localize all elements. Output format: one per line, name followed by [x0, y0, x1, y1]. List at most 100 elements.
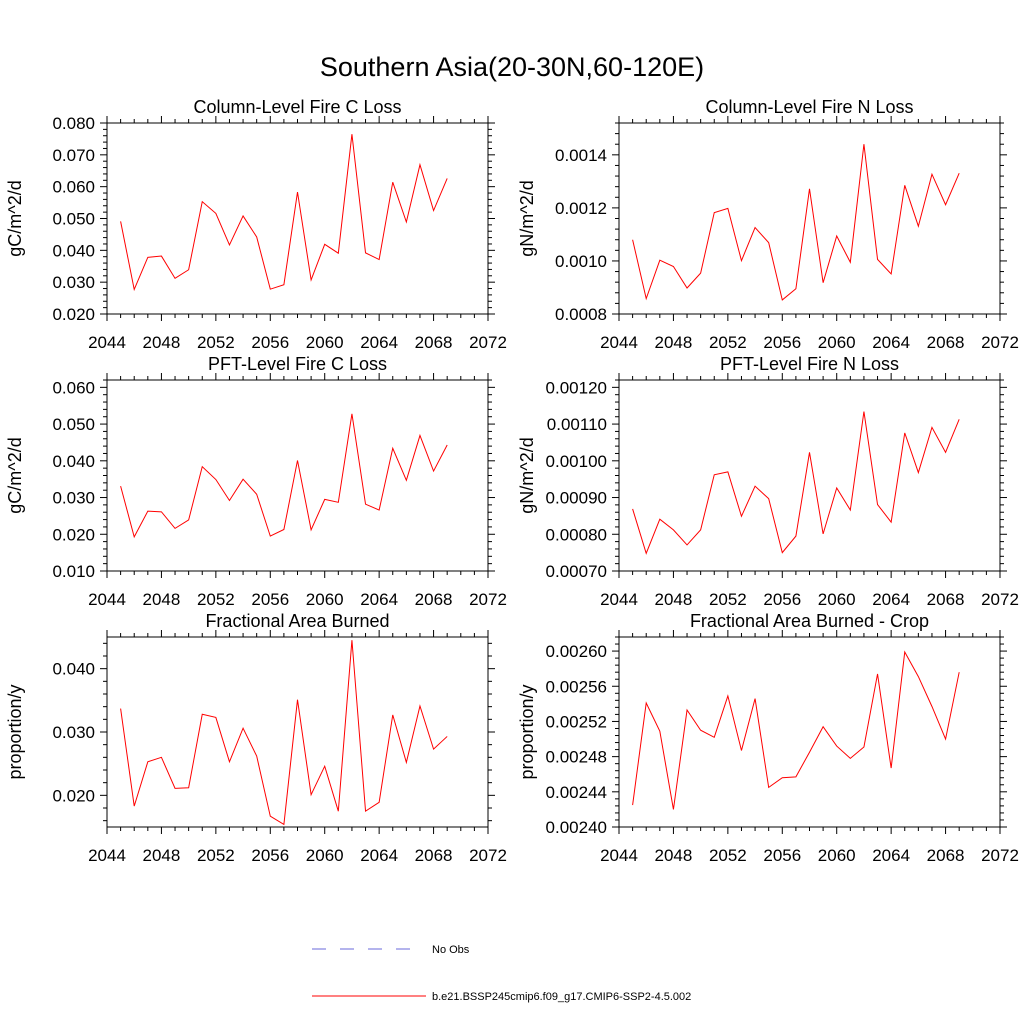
y-tick-label: 0.030	[52, 723, 95, 742]
y-tick-label: 0.00120	[546, 378, 607, 397]
x-tick-label: 2068	[927, 333, 965, 352]
series-line	[632, 144, 960, 301]
x-tick-label: 2064	[872, 333, 910, 352]
panels-group: Column-Level Fire C Loss gC/m^2/d 2044 2048…	[5, 97, 1019, 865]
y-tick-label: 0.00110	[547, 415, 607, 434]
x-tick-label: 2072	[981, 333, 1019, 352]
x-tick-label: 2068	[927, 846, 965, 865]
x-tick-label: 2044	[600, 846, 638, 865]
y-axis-label: proportion/y	[5, 684, 25, 779]
x-tick-label: 2060	[818, 846, 856, 865]
y-tick-label: 0.00090	[546, 489, 607, 508]
y-tick-label: 0.080	[52, 114, 95, 133]
x-tick-label: 2068	[415, 590, 453, 609]
x-tick-label: 2048	[143, 590, 181, 609]
x-tick-label: 2044	[88, 590, 126, 609]
y-tick-label: 0.040	[52, 241, 95, 260]
y-tick-label: 0.050	[52, 415, 95, 434]
x-tick-label: 2068	[927, 590, 965, 609]
y-tick-label: 0.050	[52, 210, 95, 229]
y-tick-label: 0.00256	[546, 677, 607, 696]
panel-title: Fractional Area Burned	[205, 611, 389, 631]
y-axis-label: gN/m^2/d	[517, 437, 537, 513]
x-tick-label: 2056	[763, 590, 801, 609]
panel-title: Column-Level Fire N Loss	[705, 97, 913, 117]
x-tick-label: 2064	[872, 846, 910, 865]
x-tick-label: 2060	[818, 333, 856, 352]
y-tick-label: 0.020	[52, 305, 95, 324]
x-tick-label: 2044	[600, 333, 638, 352]
series-line	[120, 134, 448, 292]
series-line	[120, 640, 448, 826]
x-tick-label: 2072	[469, 333, 507, 352]
x-tick-label: 2048	[655, 333, 693, 352]
x-tick-label: 2056	[763, 333, 801, 352]
panel-pft-fire-n: PFT-Level Fire N Loss gN/m^2/d 2044 2048 205…	[517, 354, 1019, 609]
panel-col-fire-n: Column-Level Fire N Loss gN/m^2/d 2044 2048…	[517, 97, 1019, 352]
x-tick-label: 2048	[143, 333, 181, 352]
x-tick-label: 2068	[415, 846, 453, 865]
legend-model-label: b.e21.BSSP245cmip6.f09_g17.CMIP6-SSP2-4.…	[432, 991, 691, 1003]
figure-title: Southern Asia(20-30N,60-120E)	[320, 52, 704, 82]
y-tick-label: 0.00240	[546, 818, 607, 837]
y-tick-label: 0.0014	[555, 146, 607, 165]
x-tick-label: 2056	[251, 590, 289, 609]
panel-pft-fire-c: PFT-Level Fire C Loss gC/m^2/d 2044 2048 205…	[5, 354, 507, 609]
panel-title: Column-Level Fire C Loss	[193, 97, 401, 117]
x-tick-label: 2052	[197, 846, 235, 865]
x-tick-label: 2044	[600, 590, 638, 609]
x-tick-label: 2052	[709, 846, 747, 865]
y-axis-label: gC/m^2/d	[5, 180, 25, 256]
x-tick-label: 2060	[306, 590, 344, 609]
y-tick-label: 0.070	[52, 146, 95, 165]
x-tick-label: 2060	[306, 333, 344, 352]
panel-frac-area-burned-crop: Fractional Area Burned - Crop proportion/…	[517, 611, 1019, 865]
x-tick-label: 2064	[360, 333, 398, 352]
y-tick-label: 0.040	[52, 452, 95, 471]
series-line	[120, 413, 448, 539]
y-tick-label: 0.00260	[546, 642, 607, 661]
legend: No Obs b.e21.BSSP245cmip6.f09_g17.CMIP6-…	[312, 944, 691, 1003]
x-tick-label: 2048	[655, 846, 693, 865]
y-axis-label: gC/m^2/d	[5, 437, 25, 513]
y-tick-label: 0.00070	[546, 562, 607, 581]
x-tick-label: 2064	[872, 590, 910, 609]
panel-frac-area-burned: Fractional Area Burned proportion/y 2044 20…	[5, 611, 507, 865]
x-tick-label: 2072	[469, 846, 507, 865]
x-tick-label: 2052	[709, 333, 747, 352]
panel-col-fire-c: Column-Level Fire C Loss gC/m^2/d 2044 2048…	[5, 97, 507, 352]
panel-title: Fractional Area Burned - Crop	[690, 611, 929, 631]
series-line	[632, 650, 960, 810]
y-tick-label: 0.030	[52, 273, 95, 292]
y-tick-label: 0.020	[52, 525, 95, 544]
y-tick-label: 0.0008	[555, 305, 607, 324]
x-tick-label: 2052	[709, 590, 747, 609]
y-axis-label: gN/m^2/d	[517, 180, 537, 256]
x-tick-label: 2056	[763, 846, 801, 865]
y-axis-label: proportion/y	[517, 684, 537, 779]
y-tick-label: 0.00244	[546, 783, 607, 802]
y-tick-label: 0.010	[52, 562, 95, 581]
x-tick-label: 2056	[251, 333, 289, 352]
x-tick-label: 2072	[981, 846, 1019, 865]
x-tick-label: 2072	[469, 590, 507, 609]
y-tick-label: 0.020	[52, 786, 95, 805]
x-tick-label: 2060	[818, 590, 856, 609]
y-tick-label: 0.00080	[546, 525, 607, 544]
y-tick-label: 0.030	[52, 489, 95, 508]
x-tick-label: 2064	[360, 846, 398, 865]
x-tick-label: 2052	[197, 333, 235, 352]
y-tick-label: 0.00100	[546, 452, 607, 471]
y-tick-label: 0.040	[52, 660, 95, 679]
y-tick-label: 0.00248	[546, 748, 607, 767]
y-tick-label: 0.060	[52, 178, 95, 197]
x-tick-label: 2056	[251, 846, 289, 865]
y-tick-label: 0.00252	[546, 712, 607, 731]
panel-title: PFT-Level Fire C Loss	[208, 354, 387, 374]
y-tick-label: 0.0010	[555, 252, 607, 271]
series-line	[632, 411, 960, 555]
x-tick-label: 2048	[143, 846, 181, 865]
x-tick-label: 2044	[88, 846, 126, 865]
